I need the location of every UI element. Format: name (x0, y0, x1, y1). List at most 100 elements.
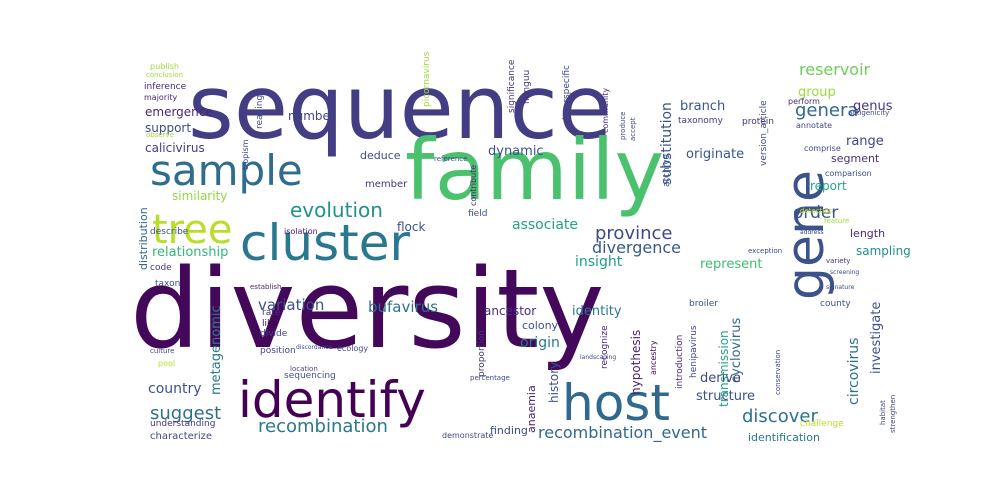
word-divide: divide (260, 329, 288, 339)
word-screening: screening (830, 269, 860, 276)
word-tropism: tropism (241, 140, 250, 171)
word-taxonomy: taxonomy (678, 116, 723, 126)
word-conservation: conservation (774, 349, 782, 396)
word-establish: establish (250, 283, 282, 291)
word-observe: observe (146, 131, 175, 139)
word-evolution: evolution (290, 198, 383, 222)
word-length: length (850, 227, 886, 240)
word-recognize: recognize (600, 324, 610, 369)
word-like: like (262, 319, 278, 329)
word-rate: rate (262, 308, 281, 318)
word-landscaping: landscaping (580, 354, 617, 361)
word-bufavirus: bufavirus (368, 298, 439, 316)
word-majority: majority (144, 93, 178, 102)
word-county: county (820, 299, 851, 309)
word-diversity: diversity (130, 245, 605, 373)
word-flock: flock (397, 220, 426, 234)
word-genera: genera (795, 100, 859, 121)
word-report: report (810, 179, 847, 193)
word-exception: exception (748, 247, 783, 255)
word-family: family (405, 121, 665, 219)
word-field: field (468, 209, 488, 219)
word-province: province (595, 223, 673, 244)
word-member: member (365, 179, 408, 190)
word-address: address (800, 229, 824, 236)
word-sampling: sampling (856, 244, 911, 258)
word-transmission: transmission (717, 329, 731, 407)
word-culture: culture (150, 347, 175, 355)
word-protein: protein (742, 117, 774, 127)
word-discordance: discordance (296, 344, 333, 351)
word-antigenicity: antigenicity (848, 109, 890, 117)
word-originate: originate (686, 147, 745, 162)
word-identification: identification (748, 431, 820, 444)
word-taxon: taxon (155, 279, 181, 289)
word-finding: finding (490, 424, 528, 437)
word-position: position (260, 346, 296, 356)
word-host: host (562, 374, 670, 432)
word-cluster: cluster (240, 214, 411, 272)
word-reading: reading (255, 94, 265, 130)
word-colony: colony (522, 319, 559, 332)
word-code: code (150, 263, 172, 273)
word-contribute: contribute (469, 165, 478, 207)
word-suggest: suggest (150, 403, 222, 424)
word-publish: publish (150, 62, 179, 71)
word-identify: identify (238, 371, 426, 429)
word-reservoir: reservoir (799, 60, 871, 79)
word-investigate: investigate (869, 301, 884, 375)
word-insight: insight (575, 254, 623, 270)
word-picornavirus: picornavirus (422, 51, 432, 108)
word-segment: segment (831, 152, 880, 165)
word-circovirus: circovirus (846, 337, 862, 406)
word-henipavirus: henipavirus (689, 325, 699, 378)
word-deduce: deduce (360, 149, 401, 162)
word-challenge: challenge (800, 419, 844, 429)
word-percentage: percentage (470, 374, 510, 382)
word-archive: archive (662, 153, 672, 188)
word-ancestry: ancestry (649, 339, 658, 375)
word-ancestor: ancestor (484, 304, 537, 318)
word-structure: structure (696, 389, 755, 404)
word-pool: pool (158, 359, 176, 368)
word-proportion: proportion (477, 329, 487, 377)
word-sequence: sequence (188, 56, 613, 159)
word-range: range (846, 134, 884, 149)
word-perform: perform (788, 97, 820, 106)
word-history: history (547, 361, 561, 404)
word-annotate: annotate (796, 121, 833, 130)
word-relationship: relationship (152, 245, 229, 260)
word-branch: branch (680, 99, 726, 114)
word-broiler: broiler (689, 299, 718, 309)
word-support: support (145, 121, 192, 135)
word-tree: tree (152, 207, 233, 253)
word-comprise: comprise (804, 144, 841, 153)
word-hypothesis: hypothesis (629, 329, 643, 396)
word-accept: accept (629, 117, 637, 142)
word-identity: identity (572, 304, 622, 319)
word-sample: sample (150, 146, 303, 195)
word-signature: signature (826, 284, 855, 291)
word-community: community (601, 87, 610, 134)
word-genus: genus (853, 99, 893, 114)
word-interspecific: interspecific (562, 64, 572, 120)
word-recombination: recombination (258, 416, 388, 437)
word-number: number (288, 109, 335, 123)
word-represent: represent (700, 257, 763, 272)
word-country: country (148, 381, 202, 397)
word-produce: produce (619, 111, 627, 141)
word-comparison: comparison (825, 169, 872, 178)
word-derive: derive (700, 371, 741, 386)
word-detection: detection (800, 207, 834, 215)
word-divergence: divergence (592, 238, 681, 257)
word-location: location (290, 365, 318, 373)
word-variety: variety (826, 257, 851, 265)
word-distribution: distribution (137, 206, 150, 270)
word-metagenomic: metagenomic (209, 304, 224, 395)
word-group: group (798, 85, 836, 100)
word-emergence: emergence (145, 105, 213, 119)
word-introduction: introduction (675, 334, 685, 390)
word-understanding: understanding (150, 419, 216, 429)
word-version-article: version_article (759, 99, 769, 166)
